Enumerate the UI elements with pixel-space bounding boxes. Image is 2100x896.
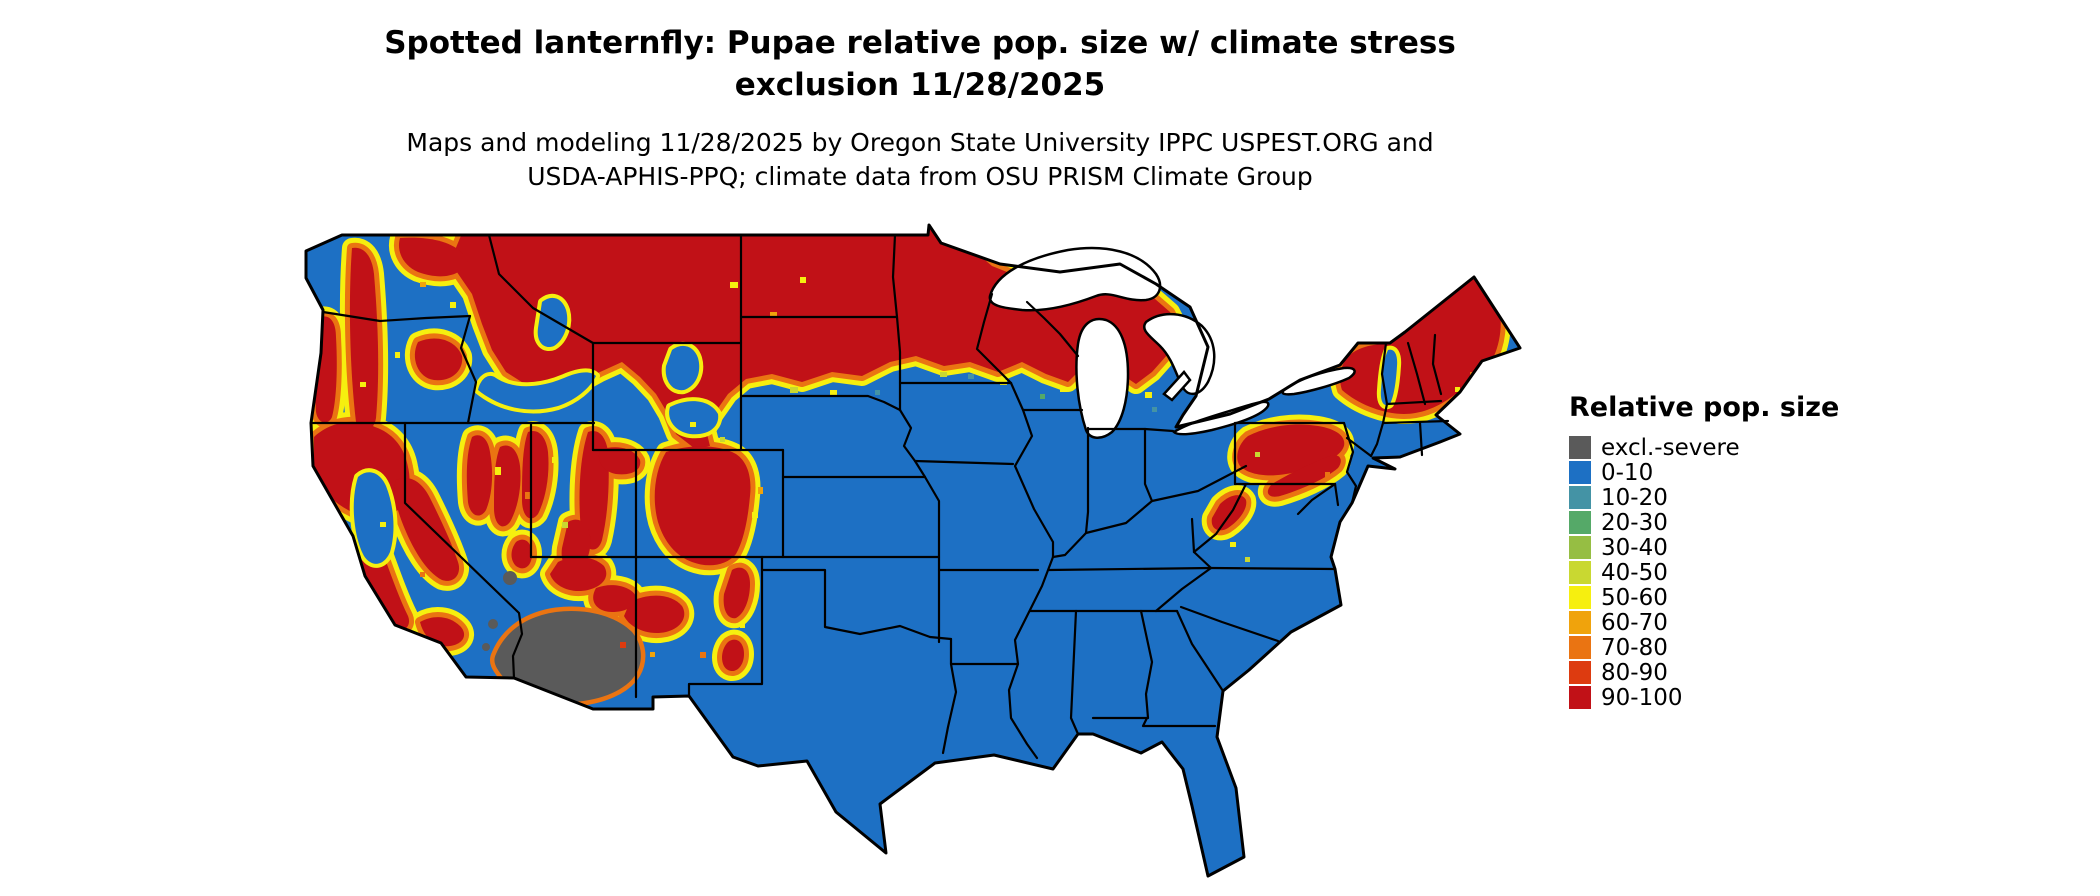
saginaw-bay (1162, 370, 1192, 402)
legend-item: 30-40 (1569, 534, 1869, 561)
legend-item: excl.-severe (1569, 434, 1869, 461)
legend-item: 80-90 (1569, 659, 1869, 686)
legend-swatch-40-50 (1569, 561, 1591, 584)
legend-label: 40-50 (1601, 559, 1668, 586)
legend-item: 50-60 (1569, 584, 1869, 611)
map-canvas (300, 222, 1530, 892)
page-subtitle: Maps and modeling 11/28/2025 by Oregon S… (0, 126, 1840, 194)
us-population-map (304, 223, 1522, 878)
page-subtitle-line1: Maps and modeling 11/28/2025 by Oregon S… (406, 128, 1434, 157)
legend-swatch-0-10 (1569, 461, 1591, 484)
legend-swatch-10-20 (1569, 486, 1591, 509)
legend-label: 20-30 (1601, 509, 1668, 536)
legend-label: 30-40 (1601, 534, 1668, 561)
legend-label: 50-60 (1601, 584, 1668, 611)
legend-item: 20-30 (1569, 509, 1869, 536)
page-subtitle-line2: USDA-APHIS-PPQ; climate data from OSU PR… (527, 162, 1313, 191)
legend-label: 90-100 (1601, 684, 1683, 711)
state-borders (309, 233, 1450, 760)
legend-item: 10-20 (1569, 484, 1869, 511)
legend-item: 90-100 (1569, 684, 1869, 711)
exclusion-dot (482, 643, 490, 651)
legend: Relative pop. size excl.-severe 0-10 10-… (1569, 392, 1869, 711)
exclusion-dot (503, 571, 517, 585)
legend-label: 10-20 (1601, 484, 1668, 511)
page-title-line1: Spotted lanternfly: Pupae relative pop. … (384, 25, 1456, 61)
legend-item: 60-70 (1569, 609, 1869, 636)
legend-swatch-80-90 (1569, 661, 1591, 684)
legend-item: 40-50 (1569, 559, 1869, 586)
legend-swatch-60-70 (1569, 611, 1591, 634)
map-data-layer (306, 225, 1520, 876)
page-title-line2: exclusion 11/28/2025 (734, 67, 1106, 103)
legend-swatch-90-100 (1569, 686, 1591, 709)
legend-item: 0-10 (1569, 459, 1869, 486)
legend-label: 80-90 (1601, 659, 1668, 686)
page-title: Spotted lanternfly: Pupae relative pop. … (0, 22, 1840, 106)
legend-swatch-20-30 (1569, 511, 1591, 534)
legend-swatch-30-40 (1569, 536, 1591, 559)
legend-label: excl.-severe (1601, 434, 1740, 461)
exclusion-dot (488, 619, 498, 629)
legend-swatch-excl-severe (1569, 436, 1591, 459)
legend-item: 70-80 (1569, 634, 1869, 661)
raster-speckles (360, 277, 1476, 658)
legend-title: Relative pop. size (1569, 392, 1840, 423)
lake-michigan (1075, 317, 1130, 439)
legend-label: 60-70 (1601, 609, 1668, 636)
lake-erie (1172, 400, 1270, 436)
legend-swatch-70-80 (1569, 636, 1591, 659)
legend-label: 0-10 (1601, 459, 1654, 486)
exclusion-severe-region (482, 571, 641, 703)
legend-label: 70-80 (1601, 634, 1668, 661)
legend-swatch-50-60 (1569, 586, 1591, 609)
